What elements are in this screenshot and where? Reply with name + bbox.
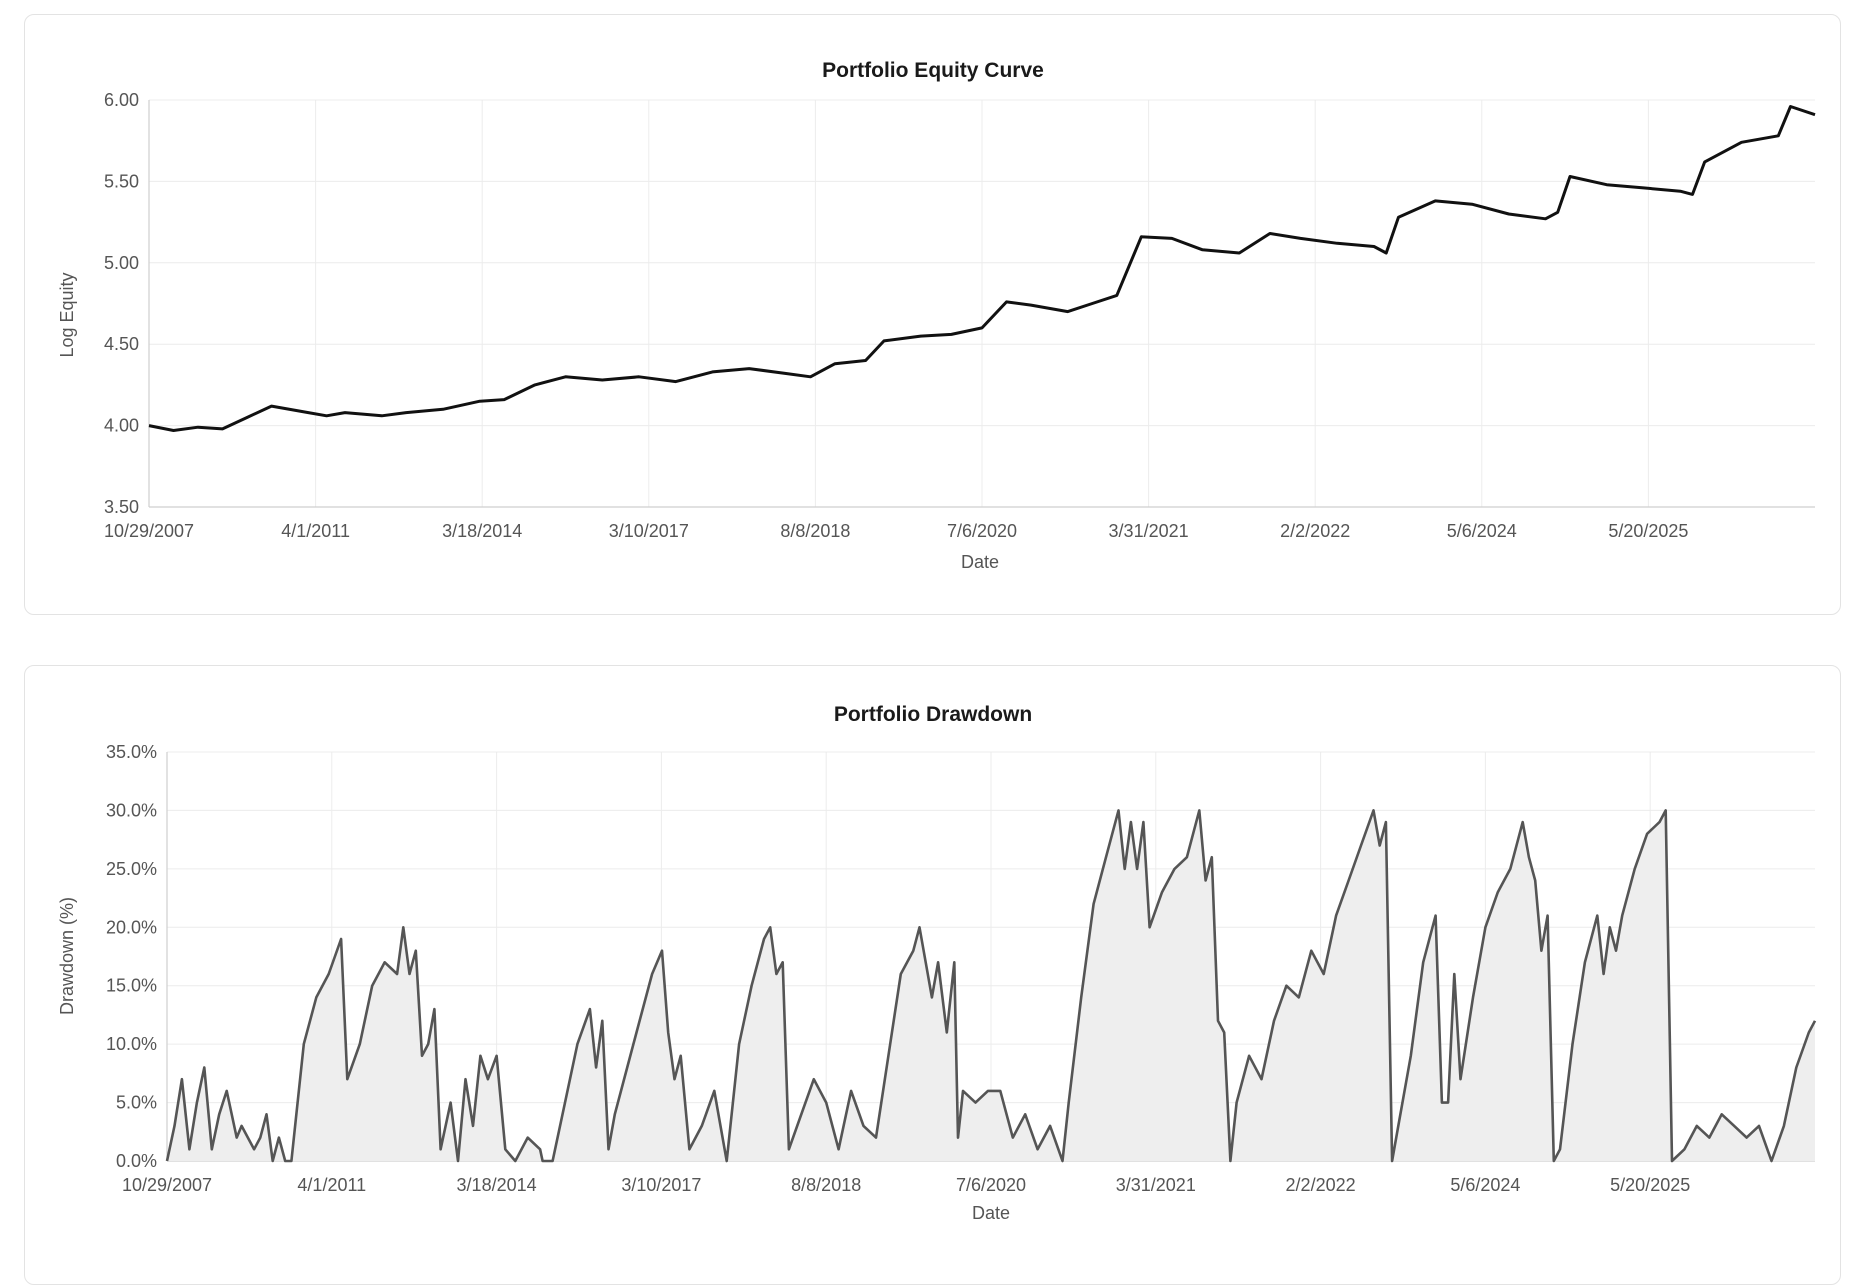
x-tick-label: 7/6/2020 (947, 521, 1017, 541)
x-tick-label: 3/10/2017 (609, 521, 689, 541)
x-tick-labels: 10/29/2007 4/1/2011 3/18/2014 3/10/2017 8/8/… (104, 521, 1688, 541)
y-tick-label: 6.00 (104, 90, 139, 110)
x-tick-label: 2/2/2022 (1286, 1175, 1356, 1195)
x-tick-label: 5/20/2025 (1610, 1175, 1690, 1195)
y-tick-labels: 0.0% 5.0% 10.0% 15.0% 20.0% 25.0% 30.0% 35.0% (106, 742, 157, 1171)
x-tick-labels: 10/29/2007 4/1/2011 3/18/2014 3/10/2017 8/8/… (122, 1175, 1690, 1195)
drawdown-chart: Portfolio Drawdown 0.0% 5.0% 10.0% 15.0% 20.… (57, 703, 1817, 1223)
chart-title: Portfolio Equity Curve (822, 59, 1044, 82)
y-tick-label: 4.00 (104, 416, 139, 436)
y-axis-title: Log Equity (57, 272, 77, 357)
x-axis-title: Date (972, 1203, 1010, 1223)
x-tick-label: 4/1/2011 (297, 1175, 366, 1195)
chart-title: Portfolio Drawdown (834, 703, 1032, 726)
y-tick-label: 35.0% (106, 742, 157, 762)
equity-curve-chart: Portfolio Equity Curve 3.50 4.00 4.50 5.00 5… (57, 59, 1816, 572)
equity-curve-card: Portfolio Equity Curve 3.50 4.00 4.50 5.00 5… (24, 14, 1841, 615)
gridlines (148, 99, 1815, 508)
x-axis-title: Date (961, 552, 999, 572)
y-tick-label: 3.50 (104, 497, 139, 517)
x-tick-label: 3/18/2014 (442, 521, 522, 541)
y-tick-label: 30.0% (106, 800, 157, 820)
x-tick-label: 3/31/2021 (1109, 521, 1189, 541)
y-tick-label: 5.00 (104, 253, 139, 273)
x-tick-label: 3/18/2014 (457, 1175, 537, 1195)
x-tick-label: 4/1/2011 (281, 521, 350, 541)
y-tick-label: 0.0% (116, 1151, 157, 1171)
drawdown-card: Portfolio Drawdown 0.0% 5.0% 10.0% 15.0% 20.… (24, 665, 1841, 1285)
x-tick-label: 5/20/2025 (1608, 521, 1688, 541)
x-tick-label: 8/8/2018 (780, 521, 850, 541)
x-tick-label: 8/8/2018 (791, 1175, 861, 1195)
drawdown-area-fill (167, 810, 1815, 1161)
y-tick-label: 25.0% (106, 859, 157, 879)
x-tick-label: 10/29/2007 (104, 521, 194, 541)
x-tick-label: 3/10/2017 (621, 1175, 701, 1195)
y-axis-title: Drawdown (%) (57, 897, 77, 1015)
y-tick-labels: 3.50 4.00 4.50 5.00 5.50 6.00 (104, 90, 139, 517)
equity-series-line (148, 105, 1816, 432)
x-tick-label: 5/6/2024 (1447, 521, 1517, 541)
x-tick-label: 10/29/2007 (122, 1175, 212, 1195)
y-tick-label: 5.0% (116, 1093, 157, 1113)
y-tick-label: 10.0% (106, 1034, 157, 1054)
x-tick-label: 5/6/2024 (1450, 1175, 1520, 1195)
x-tick-label: 2/2/2022 (1280, 521, 1350, 541)
drawdown-series-line (165, 809, 1817, 1163)
y-tick-label: 4.50 (104, 334, 139, 354)
x-tick-label: 3/31/2021 (1116, 1175, 1196, 1195)
x-tick-label: 7/6/2020 (956, 1175, 1026, 1195)
y-tick-label: 5.50 (104, 171, 139, 191)
y-tick-label: 20.0% (106, 917, 157, 937)
y-tick-label: 15.0% (106, 976, 157, 996)
